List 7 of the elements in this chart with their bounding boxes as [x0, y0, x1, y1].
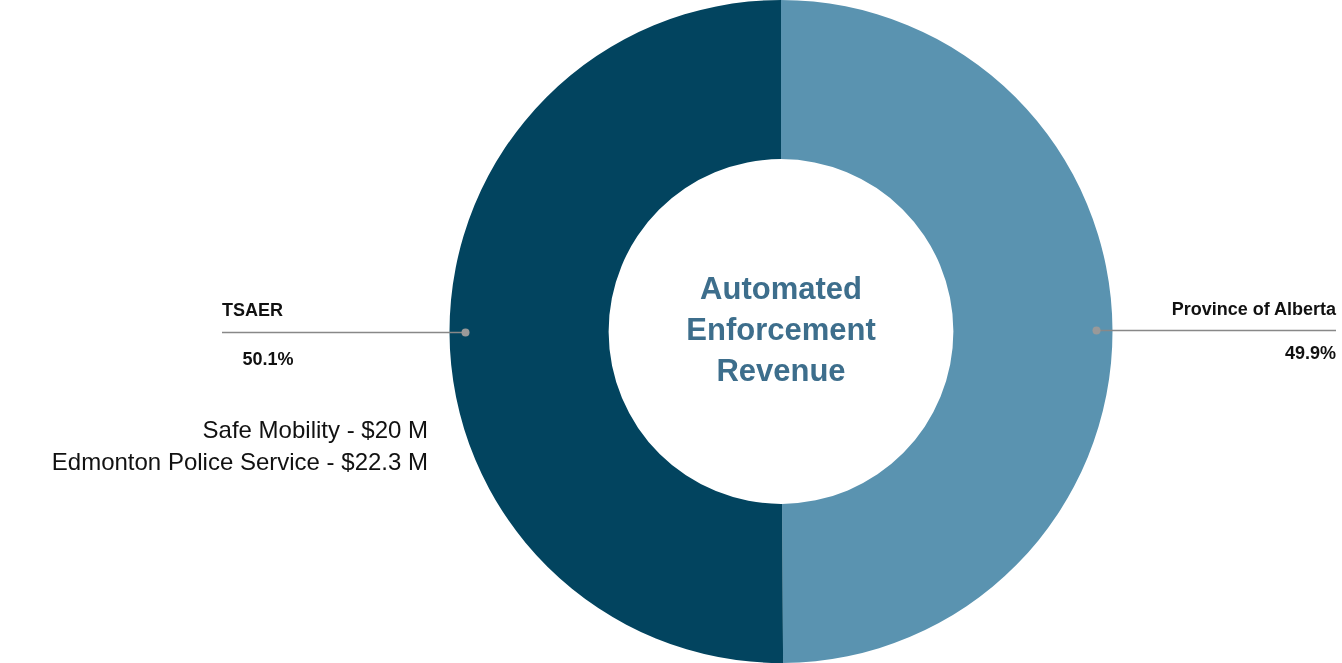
text: Edmonton Police Service - $22.3 M [51, 448, 428, 475]
text: Safe Mobility - $20 M [202, 416, 428, 443]
slice-label: TSAER [222, 300, 284, 321]
slice-label: Province of Alberta [1171, 298, 1337, 319]
data-label: 50.1% [242, 349, 294, 370]
text: Automated Enforcement Revenue [686, 271, 876, 389]
data-label: 49.9% [1284, 342, 1336, 363]
